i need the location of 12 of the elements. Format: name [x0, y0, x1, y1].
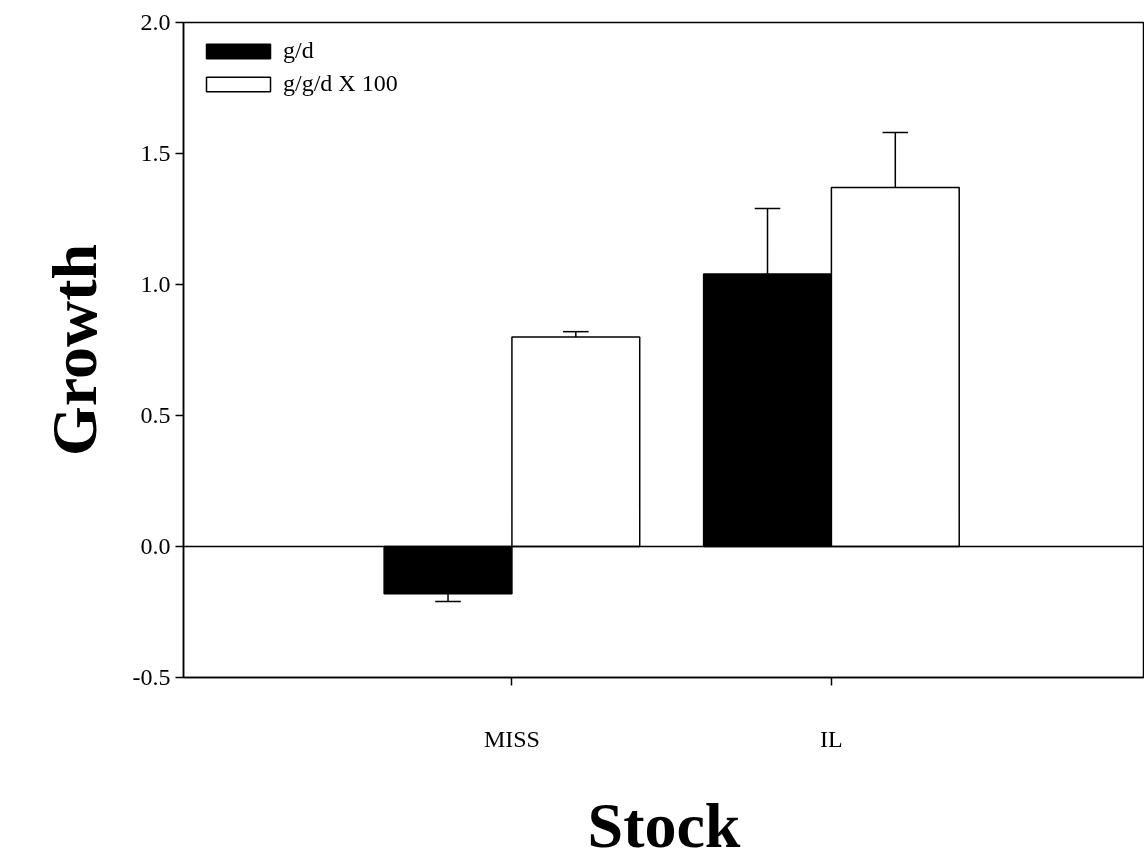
legend-label: g/g/d X 100 [283, 70, 398, 97]
x-tick-label: IL [820, 725, 843, 752]
y-tick-label: -0.5 [132, 664, 171, 690]
y-axis-title: Growth [38, 243, 110, 457]
y-tick-label: 2.0 [140, 9, 171, 35]
y-tick-label: 0.0 [140, 533, 171, 559]
legend-label: g/d [283, 37, 314, 64]
y-tick-label: 0.5 [140, 402, 171, 428]
y-tick-label: 1.0 [140, 271, 171, 297]
x-tick-label: MISS [483, 725, 540, 752]
x-axis-title: Stock [587, 789, 741, 861]
y-tick-label: 1.5 [140, 140, 171, 166]
